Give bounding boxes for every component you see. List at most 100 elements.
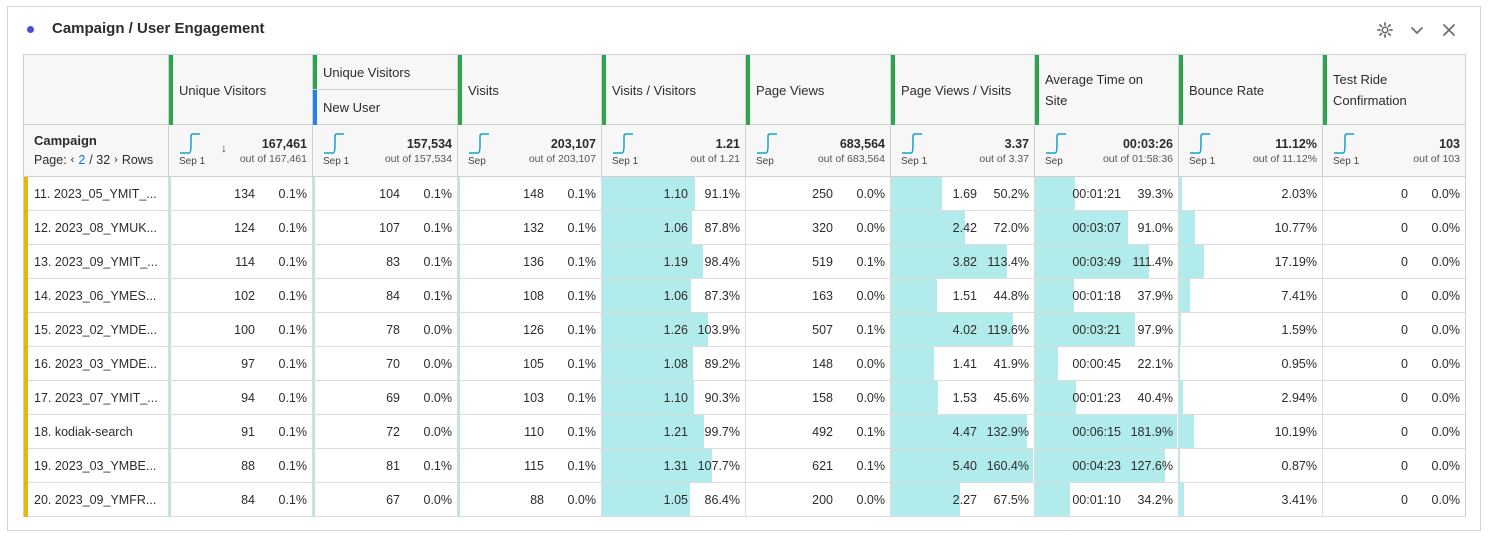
campaign-name[interactable]: 12. 2023_08_YMUK... (34, 221, 157, 235)
metric-cell[interactable]: 1.69 50.2% (890, 177, 1034, 211)
metric-cell[interactable]: 69 0.0% (312, 381, 457, 415)
metric-cell[interactable]: 7.41% (1178, 279, 1322, 313)
drag-handle[interactable] (1035, 55, 1039, 125)
sparkline-icon[interactable] (323, 133, 345, 155)
metric-cell[interactable]: 83 0.1% (312, 245, 457, 279)
metric-cell[interactable]: 519 0.1% (745, 245, 890, 279)
metric-cell[interactable]: 2.42 72.0% (890, 211, 1034, 245)
table-row[interactable]: 18. kodiak-search 91 0.1% 72 0.0% 110 0.1% 1.21… (24, 415, 1465, 449)
metric-cell[interactable]: 105 0.1% (457, 347, 601, 381)
metric-cell[interactable]: 250 0.0% (745, 177, 890, 211)
metric-cell[interactable]: 00:03:49 111.4% (1034, 245, 1178, 279)
metric-cell[interactable]: 3.41% (1178, 483, 1322, 517)
metric-cell[interactable]: 107 0.1% (312, 211, 457, 245)
metric-header-top[interactable]: Unique Visitors (313, 55, 457, 90)
drag-handle[interactable] (313, 55, 317, 89)
dimension-cell[interactable]: 18. kodiak-search (24, 415, 168, 449)
campaign-name[interactable]: 11. 2023_05_YMIT_... (34, 187, 157, 201)
metric-cell[interactable]: 0 0.0% (1322, 415, 1465, 449)
metric-header-visits-per-visitor[interactable]: Visits / Visitors (601, 55, 745, 125)
dimension-cell[interactable]: 19. 2023_03_YMBE... (24, 449, 168, 483)
metric-cell[interactable]: 00:00:45 22.1% (1034, 347, 1178, 381)
rows-label[interactable]: Rows (121, 153, 154, 167)
metric-cell[interactable]: 88 0.1% (168, 449, 312, 483)
metric-cell[interactable]: 84 0.1% (312, 279, 457, 313)
metric-cell[interactable]: 00:01:10 34.2% (1034, 483, 1178, 517)
metric-cell[interactable]: 1.19 98.4% (601, 245, 745, 279)
metric-cell[interactable]: 114 0.1% (168, 245, 312, 279)
metric-cell[interactable]: 00:06:15 181.9% (1034, 415, 1178, 449)
metric-header-bounce-rate[interactable]: Bounce Rate (1178, 55, 1322, 125)
metric-cell[interactable]: 00:01:21 39.3% (1034, 177, 1178, 211)
metric-cell[interactable]: 0.95% (1178, 347, 1322, 381)
metric-cell[interactable]: 492 0.1% (745, 415, 890, 449)
metric-cell[interactable]: 0 0.0% (1322, 381, 1465, 415)
metric-cell[interactable]: 1.08 89.2% (601, 347, 745, 381)
metric-cell[interactable]: 72 0.0% (312, 415, 457, 449)
campaign-name[interactable]: 18. kodiak-search (34, 425, 133, 439)
metric-cell[interactable]: 1.05 86.4% (601, 483, 745, 517)
metric-cell[interactable]: 1.21 99.7% (601, 415, 745, 449)
metric-cell[interactable]: 158 0.0% (745, 381, 890, 415)
table-row[interactable]: 12. 2023_08_YMUK... 124 0.1% 107 0.1% 132 0.1%… (24, 211, 1465, 245)
metric-cell[interactable]: 1.41 41.9% (890, 347, 1034, 381)
metric-header-test-ride-confirmation[interactable]: Test Ride Confirmation (1322, 55, 1465, 125)
metric-header-page-views-per-visit[interactable]: Page Views / Visits (890, 55, 1034, 125)
sparkline-icon[interactable] (1189, 133, 1211, 155)
metric-cell[interactable]: 3.82 113.4% (890, 245, 1034, 279)
table-row[interactable]: 15. 2023_02_YMDE... 100 0.1% 78 0.0% 126 0.1% 1… (24, 313, 1465, 347)
metric-cell[interactable]: 124 0.1% (168, 211, 312, 245)
drag-handle[interactable] (1179, 55, 1183, 125)
dimension-cell[interactable]: 16. 2023_03_YMDE... (24, 347, 168, 381)
metric-cell[interactable]: 0 0.0% (1322, 449, 1465, 483)
table-row[interactable]: 19. 2023_03_YMBE... 88 0.1% 81 0.1% 115 0.1% 1.… (24, 449, 1465, 483)
metric-cell[interactable]: 115 0.1% (457, 449, 601, 483)
metric-cell[interactable]: 621 0.1% (745, 449, 890, 483)
metric-cell[interactable]: 1.51 44.8% (890, 279, 1034, 313)
metric-cell[interactable]: 10.19% (1178, 415, 1322, 449)
metric-cell[interactable]: 0 0.0% (1322, 347, 1465, 381)
metric-cell[interactable]: 320 0.0% (745, 211, 890, 245)
metric-cell[interactable]: 81 0.1% (312, 449, 457, 483)
dimension-cell[interactable]: 17. 2023_07_YMIT_... (24, 381, 168, 415)
dimension-cell[interactable]: 14. 2023_06_YMES... (24, 279, 168, 313)
sparkline-icon[interactable] (1045, 133, 1067, 155)
metric-cell[interactable]: 126 0.1% (457, 313, 601, 347)
sparkline-icon[interactable] (1333, 133, 1355, 155)
table-row[interactable]: 20. 2023_09_YMFR... 84 0.1% 67 0.0% 88 0.0% 1.0… (24, 483, 1465, 517)
gear-icon[interactable] (1375, 20, 1395, 40)
metric-cell[interactable]: 1.31 107.7% (601, 449, 745, 483)
table-row[interactable]: 17. 2023_07_YMIT_... 94 0.1% 69 0.0% 103 0.1% 1… (24, 381, 1465, 415)
metric-cell[interactable]: 4.02 119.6% (890, 313, 1034, 347)
chevron-down-icon[interactable] (1407, 20, 1427, 40)
sparkline-icon[interactable] (179, 133, 201, 155)
metric-cell[interactable]: 200 0.0% (745, 483, 890, 517)
metric-cell[interactable]: 148 0.1% (457, 177, 601, 211)
metric-cell[interactable]: 0 0.0% (1322, 177, 1465, 211)
sparkline-icon[interactable] (612, 133, 634, 155)
page-number-input[interactable]: 2 (78, 153, 86, 167)
metric-cell[interactable]: 0 0.0% (1322, 483, 1465, 517)
metric-cell[interactable]: 84 0.1% (168, 483, 312, 517)
metric-cell[interactable]: 5.40 160.4% (890, 449, 1034, 483)
metric-cell[interactable]: 1.59% (1178, 313, 1322, 347)
metric-cell[interactable]: 0.87% (1178, 449, 1322, 483)
metric-cell[interactable]: 2.03% (1178, 177, 1322, 211)
metric-cell[interactable]: 163 0.0% (745, 279, 890, 313)
close-icon[interactable] (1439, 20, 1459, 40)
metric-header-page-views[interactable]: Page Views (745, 55, 890, 125)
segment-drag-handle[interactable] (313, 90, 317, 125)
metric-cell[interactable]: 1.06 87.8% (601, 211, 745, 245)
metric-cell[interactable]: 17.19% (1178, 245, 1322, 279)
metric-cell[interactable]: 00:04:23 127.6% (1034, 449, 1178, 483)
dimension-cell[interactable]: 20. 2023_09_YMFR... (24, 483, 168, 517)
chevron-right-icon[interactable]: › (114, 154, 118, 166)
metric-cell[interactable]: 2.27 67.5% (890, 483, 1034, 517)
metric-cell[interactable]: 78 0.0% (312, 313, 457, 347)
segment-header[interactable]: New User (313, 90, 457, 125)
metric-cell[interactable]: 103 0.1% (457, 381, 601, 415)
metric-cell[interactable]: 0 0.0% (1322, 211, 1465, 245)
metric-cell[interactable]: 70 0.0% (312, 347, 457, 381)
metric-cell[interactable]: 102 0.1% (168, 279, 312, 313)
dimension-cell[interactable]: 13. 2023_09_YMIT_... (24, 245, 168, 279)
